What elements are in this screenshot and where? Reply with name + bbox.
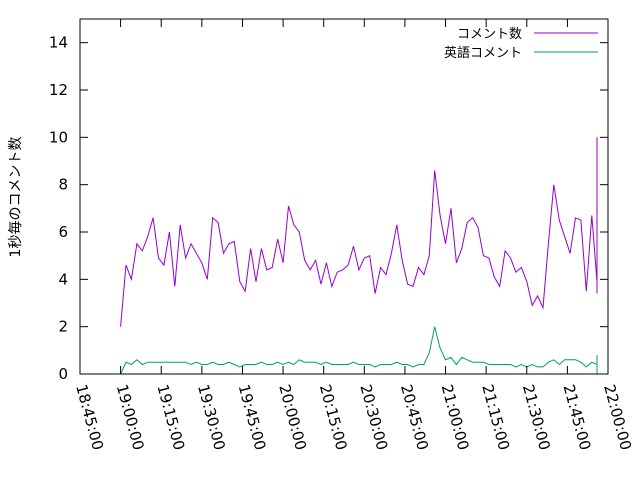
y-tick-label: 0 — [58, 365, 68, 383]
legend-label: コメント数 — [457, 27, 522, 42]
legend-label: 英語コメント — [444, 45, 522, 61]
y-tick-label: 10 — [49, 128, 68, 146]
series-layer — [120, 137, 598, 375]
y-axis: 0 2 4 6 8 10 12 14 — [49, 34, 608, 383]
y-tick-label: 12 — [49, 81, 68, 99]
plot-frame — [79, 18, 609, 375]
series-line-1 — [120, 137, 598, 327]
y-tick-label: 8 — [58, 176, 68, 194]
y-tick-label: 14 — [49, 34, 68, 52]
y-tick-label: 2 — [58, 318, 68, 336]
y-axis-title: 1秒毎のコメント数 — [8, 137, 24, 258]
y-tick-label: 6 — [58, 223, 68, 241]
y-tick-label: 4 — [58, 270, 68, 288]
series-line-2 — [120, 326, 598, 375]
